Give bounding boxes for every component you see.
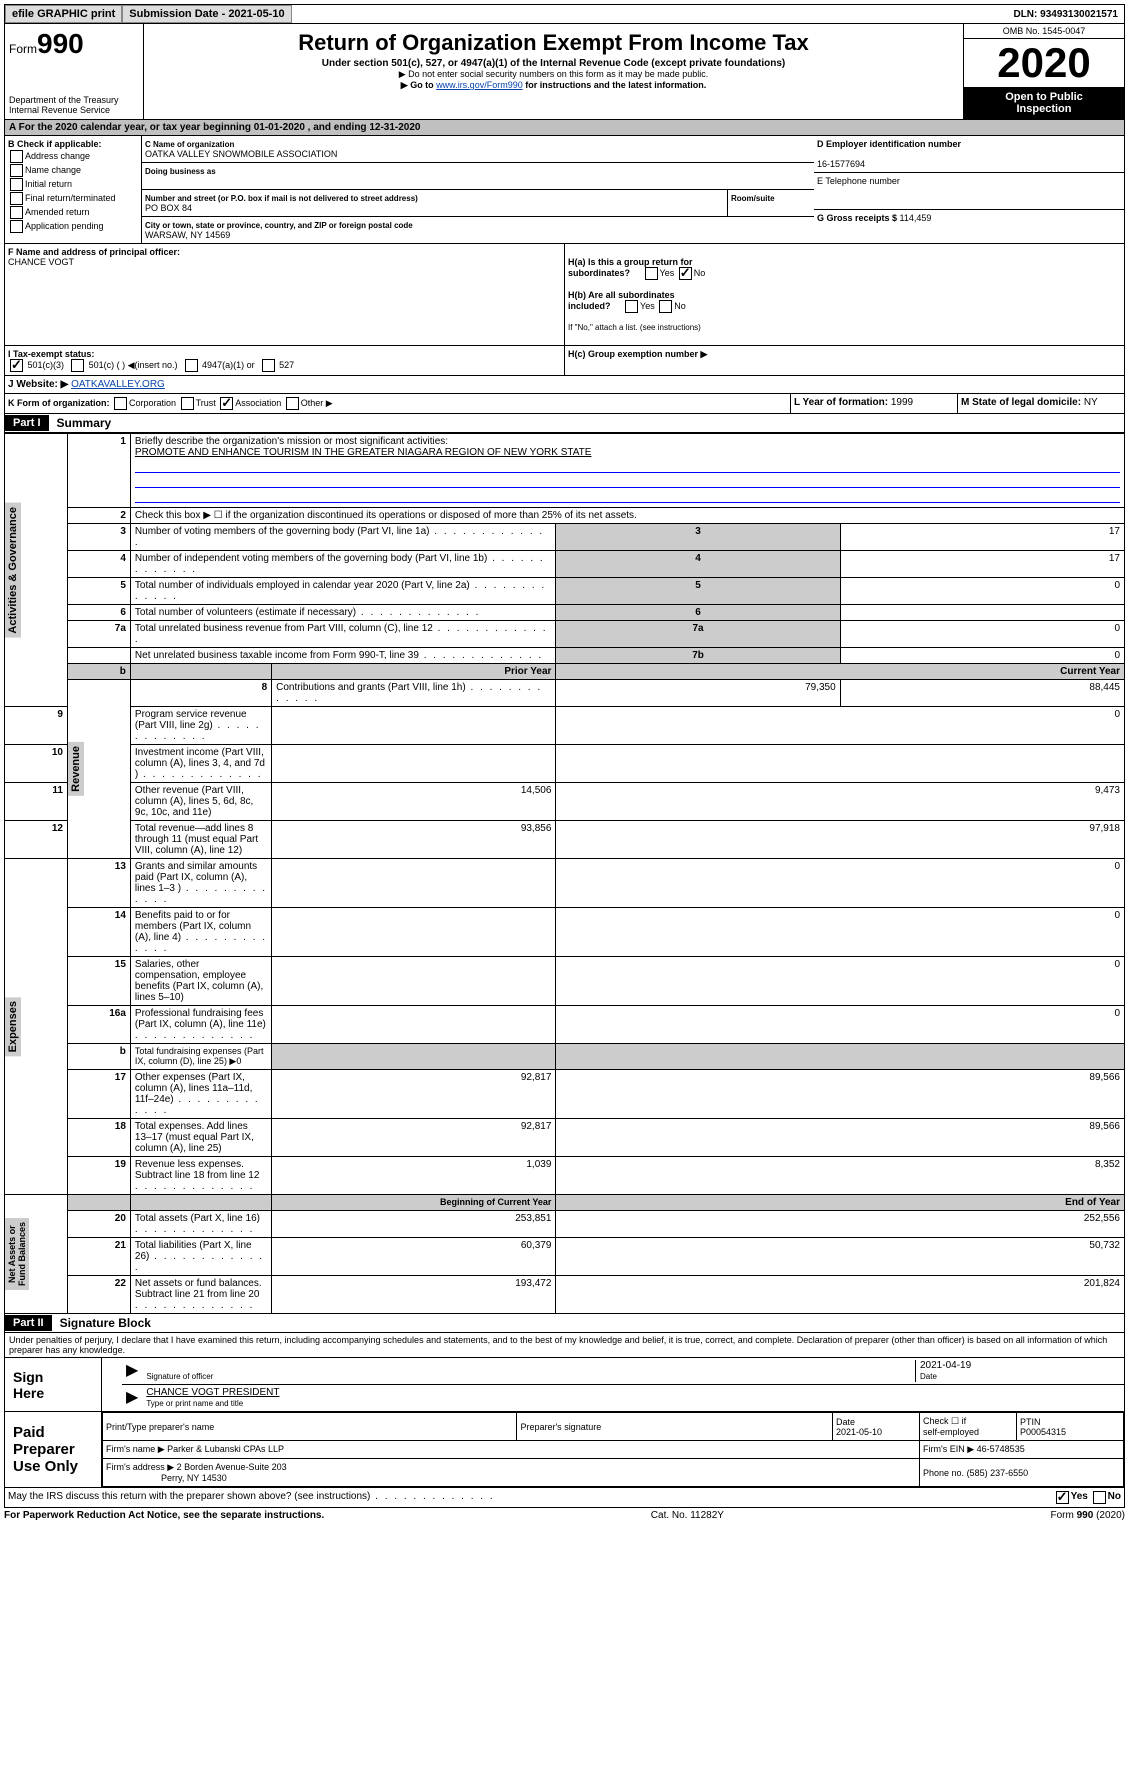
firm-name: Parker & Lubanski CPAs LLP	[167, 1444, 284, 1454]
address: PO BOX 84	[145, 203, 192, 213]
row-f-h: F Name and address of principal officer:…	[4, 244, 1125, 346]
col-c: C Name of organizationOATKA VALLEY SNOWM…	[142, 136, 814, 243]
dept: Department of the Treasury Internal Reve…	[9, 95, 139, 115]
row-i-j: I Tax-exempt status: 501(c)(3) 501(c) ( …	[4, 346, 1125, 376]
city: WARSAW, NY 14569	[145, 230, 230, 240]
submission-btn[interactable]: Submission Date - 2021-05-10	[122, 5, 291, 23]
footer: For Paperwork Reduction Act Notice, see …	[4, 1508, 1125, 1523]
ptin: P00054315	[1020, 1427, 1066, 1437]
col-b: B Check if applicable: Address change Na…	[5, 136, 142, 243]
paid-preparer: Paid Preparer Use Only Print/Type prepar…	[4, 1412, 1125, 1488]
mission: PROMOTE AND ENHANCE TOURISM IN THE GREAT…	[135, 447, 592, 458]
discuss-yes	[1056, 1491, 1069, 1504]
row-a: A For the 2020 calendar year, or tax yea…	[4, 120, 1125, 136]
note2: ▶ Go to www.irs.gov/Form990 for instruct…	[148, 80, 959, 91]
officer-name: CHANCE VOGT	[8, 257, 74, 267]
topbar: efile GRAPHIC print Submission Date - 20…	[4, 4, 1125, 24]
org-info: B Check if applicable: Address change Na…	[4, 136, 1125, 244]
efile-btn[interactable]: efile GRAPHIC print	[5, 5, 122, 23]
website[interactable]: OATKAVALLEY.ORG	[71, 379, 165, 390]
side-revenue: Revenue	[68, 742, 84, 796]
gross-receipts: 114,459	[900, 213, 932, 223]
note1: ▶ Do not enter social security numbers o…	[148, 69, 959, 80]
part1-header: Part I Summary	[4, 414, 1125, 433]
discuss-row: May the IRS discuss this return with the…	[4, 1488, 1125, 1508]
org-name: OATKA VALLEY SNOWMOBILE ASSOCIATION	[145, 149, 337, 159]
tax-year: 2020	[964, 39, 1124, 87]
declaration: Under penalties of perjury, I declare th…	[4, 1333, 1125, 1358]
form-number: Form990	[9, 28, 139, 60]
side-governance: Activities & Governance	[5, 503, 21, 638]
side-net: Net Assets or Fund Balances	[5, 1218, 29, 1290]
form-title: Return of Organization Exempt From Incom…	[148, 30, 959, 56]
assoc-check	[220, 397, 233, 410]
summary-table: Activities & Governance 1 Briefly descri…	[4, 433, 1125, 1314]
dln: DLN: 93493130021571	[1007, 7, 1124, 22]
sign-here: Sign Here ▶Signature of officer2021-04-1…	[4, 1358, 1125, 1412]
ein: 16-1577694	[817, 159, 865, 169]
row-k: K Form of organization: Corporation Trus…	[4, 394, 1125, 414]
ha-no-check	[679, 267, 692, 280]
irs-link[interactable]: www.irs.gov/Form990	[436, 80, 523, 90]
part2-header: Part II Signature Block	[4, 1314, 1125, 1333]
row-j: J Website: ▶ OATKAVALLEY.ORG	[4, 376, 1125, 394]
col-d: D Employer identification number16-15776…	[814, 136, 1124, 243]
omb: OMB No. 1545-0047	[964, 24, 1124, 39]
501c3-check	[10, 359, 23, 372]
open-public: Open to Public Inspection	[964, 87, 1124, 119]
subtitle: Under section 501(c), 527, or 4947(a)(1)…	[148, 58, 959, 69]
side-expenses: Expenses	[5, 997, 21, 1056]
form-header: Form990 Department of the Treasury Inter…	[4, 24, 1125, 120]
signer-name: CHANCE VOGT PRESIDENT	[146, 1387, 279, 1398]
